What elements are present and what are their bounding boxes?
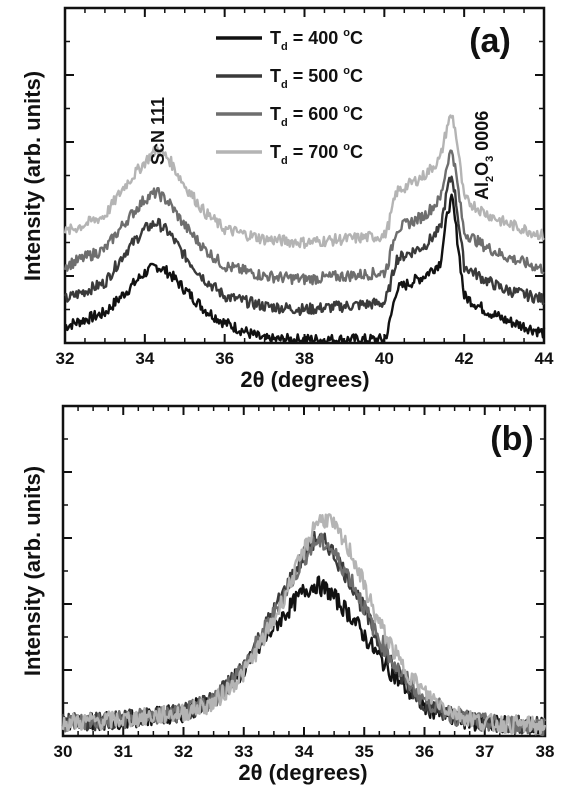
x-tick-label-b-0: 30 xyxy=(54,742,73,761)
x-tick-label-a-3: 38 xyxy=(295,349,314,368)
annot-0006: 0006 xyxy=(472,111,492,156)
series-line-a-700 xyxy=(63,114,545,250)
x-title-theta-b: θ (degrees) xyxy=(251,760,368,785)
legend-part-500-1: d xyxy=(281,79,288,91)
legend-part-500-3: o xyxy=(343,65,350,77)
x-tick-label-a-5: 42 xyxy=(455,349,474,368)
legend-part-700-0: T xyxy=(270,142,281,162)
legend-part-400-0: T xyxy=(270,28,281,48)
legend-part-400-4: C xyxy=(350,28,363,48)
panel-label-b: (b) xyxy=(490,420,533,458)
x-tick-label-b-8: 38 xyxy=(536,742,555,761)
x-tick-label-b-2: 32 xyxy=(174,742,193,761)
legend-part-700-1: d xyxy=(281,155,288,167)
series-line-a-600 xyxy=(63,149,545,286)
legend-label-400: Td = 400 oC xyxy=(270,27,363,53)
legend-part-400-1: d xyxy=(281,41,288,53)
x-tick-label-b-4: 34 xyxy=(295,742,314,761)
x-tick-label-a-6: 44 xyxy=(535,349,554,368)
annot-sub3: 3 xyxy=(484,156,496,162)
x-tick-label-a-1: 34 xyxy=(135,349,154,368)
legend-part-600-3: o xyxy=(343,103,350,115)
legend-part-600-4: C xyxy=(350,104,363,124)
legend-label-600: Td = 600 oC xyxy=(270,103,363,129)
legend-label-500: Td = 500 oC xyxy=(270,65,363,91)
annotation-scn-111: ScN 111 xyxy=(148,97,168,165)
legend-part-700-2: = 700 xyxy=(288,142,344,162)
plot-frame-b xyxy=(61,404,547,738)
x-tick-label-b-5: 35 xyxy=(355,742,374,761)
series-line-b-400 xyxy=(61,575,547,735)
legend-part-700-4: C xyxy=(350,142,363,162)
series-lines-b xyxy=(61,513,547,737)
series-line-a-400 xyxy=(64,193,546,344)
legend-part-500-0: T xyxy=(270,66,281,86)
annotation-al2o3-0006: Al2O3 0006 xyxy=(472,111,496,200)
legend-part-400-2: = 400 xyxy=(288,28,344,48)
x-tick-label-b-3: 33 xyxy=(234,742,253,761)
legend-part-500-2: = 500 xyxy=(288,66,344,86)
x-tick-label-a-4: 40 xyxy=(375,349,394,368)
panel-b: 30 31 32 33 34 35 36 37 38 (b) Intensity (arb. u… xyxy=(20,404,555,785)
legend-part-700-3: o xyxy=(343,141,350,153)
series-line-b-600 xyxy=(62,532,547,737)
legend-part-600-1: d xyxy=(281,117,288,129)
series-line-b-700 xyxy=(61,513,547,735)
x-axis-title-b: 2θ (degrees) xyxy=(238,760,367,785)
legend-part-600-0: T xyxy=(270,104,281,124)
legend-part-400-3: o xyxy=(343,27,350,39)
legend-part-600-2: = 600 xyxy=(288,104,344,124)
legend-part-500-4: C xyxy=(350,66,363,86)
annot-sub2: 2 xyxy=(484,176,496,182)
panel-label-a: (a) xyxy=(469,22,511,60)
x-title-two-a: 2 xyxy=(240,367,252,392)
x-tick-label-a-2: 36 xyxy=(215,349,234,368)
y-axis-title-b: Intensity (arb. units) xyxy=(20,466,45,676)
x-ticks-b: 30 31 32 33 34 35 36 37 38 xyxy=(54,405,555,761)
x-title-theta-a: θ (degrees) xyxy=(253,367,370,392)
x-tick-label-a-0: 32 xyxy=(56,349,75,368)
annot-al: Al xyxy=(472,182,492,200)
legend-label-700: Td = 700 oC xyxy=(270,141,363,167)
x-tick-label-b-6: 36 xyxy=(415,742,434,761)
x-title-two-b: 2 xyxy=(238,760,250,785)
x-tick-label-b-1: 31 xyxy=(114,742,133,761)
x-tick-label-b-7: 37 xyxy=(475,742,494,761)
series-line-a-500 xyxy=(63,175,545,316)
y-axis-title-a: Intensity (arb. units) xyxy=(20,71,45,281)
series-lines-a xyxy=(63,114,546,344)
x-axis-title-a: 2θ (degrees) xyxy=(240,367,369,392)
annot-o: O xyxy=(472,162,492,176)
